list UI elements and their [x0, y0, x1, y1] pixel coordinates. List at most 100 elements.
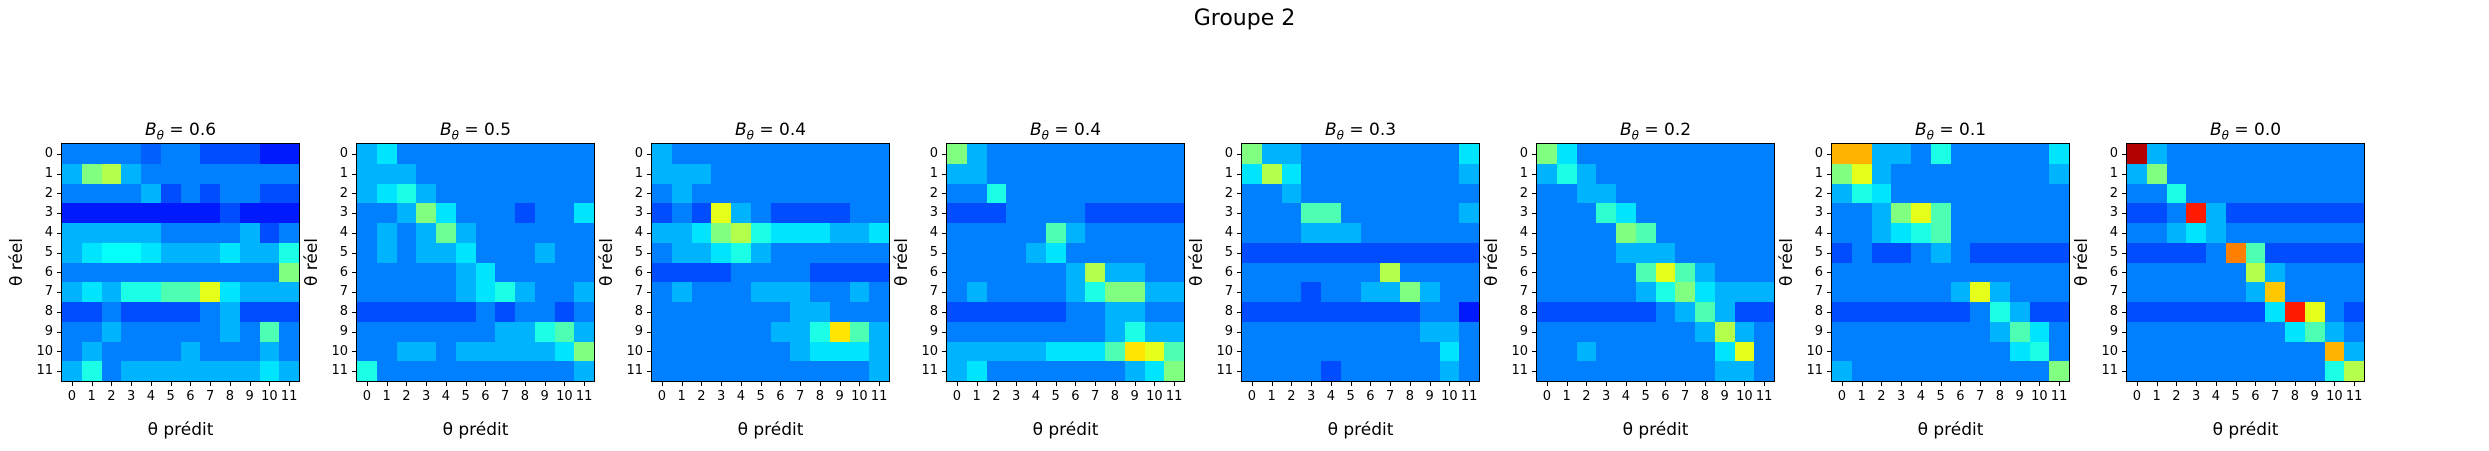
y-tick-label: 4: [1507, 223, 1537, 243]
heatmap-cell: [1655, 163, 1676, 184]
heatmap-cell: [2127, 242, 2147, 263]
x-tick-label: 7: [495, 381, 515, 404]
heatmap-cell: [849, 144, 870, 164]
heatmap-cell: [1714, 223, 1735, 243]
y-tick-label: 3: [1507, 203, 1537, 223]
y-tick-label: 2: [32, 184, 62, 204]
heatmap-cell: [1261, 302, 1282, 322]
y-tick-label: 5: [327, 243, 357, 263]
heatmap-cell: [1695, 144, 1715, 164]
heatmap-cell: [2029, 163, 2050, 184]
heatmap-cell: [2324, 321, 2345, 342]
heatmap-cell: [1321, 341, 1341, 362]
heatmap-cell: [1085, 163, 1105, 184]
heatmap-cell: [2285, 223, 2305, 243]
heatmap-cell: [1006, 223, 1026, 243]
heatmap-cell: [1616, 262, 1636, 283]
heatmap-cell: [2186, 223, 2206, 243]
heatmap-cell: [947, 302, 967, 322]
heatmap-cell: [2009, 203, 2030, 223]
y-tick-labels: 0 1 2 3 4 5 6 7 8 9 10 11: [1212, 144, 1242, 381]
heatmap-cell: [2049, 223, 2069, 243]
heatmap-cell: [1026, 163, 1046, 184]
heatmap-cell: [1734, 341, 1755, 362]
heatmap-cell: [1655, 183, 1676, 204]
heatmap-cell: [1576, 262, 1597, 283]
heatmap-cell: [1164, 282, 1184, 302]
heatmap-cell: [2127, 262, 2147, 283]
heatmap-cell: [2186, 183, 2206, 204]
heatmap-cell: [671, 183, 692, 204]
x-tick-label: 4: [1321, 381, 1341, 404]
y-tick-label: 9: [622, 322, 652, 342]
heatmap-cell: [1950, 183, 1971, 204]
heatmap-cell: [1281, 144, 1302, 164]
x-tick-label: 8: [515, 381, 535, 404]
heatmap-cell: [652, 282, 672, 302]
heatmap-cell: [1556, 361, 1577, 381]
heatmap-cell: [2285, 242, 2305, 263]
heatmap-cell: [1714, 242, 1735, 263]
heatmap-cell: [357, 341, 377, 362]
heatmap-cell: [160, 321, 181, 342]
heatmap-cell: [1065, 144, 1086, 164]
heatmap-cell: [986, 242, 1007, 263]
panel-title: Bθ = 0.1: [1914, 120, 1987, 143]
heatmap-cell: [436, 341, 456, 362]
heatmap-cell: [1616, 203, 1636, 223]
heatmap-cell: [1045, 302, 1066, 322]
x-tick-label: 6: [771, 381, 791, 404]
heatmap-cell: [829, 163, 850, 184]
heatmap-cell: [947, 361, 967, 381]
y-tick-label: 2: [1802, 184, 1832, 204]
heatmap-cell: [1695, 262, 1715, 283]
heatmap-cell: [1930, 321, 1951, 342]
y-tick-label: 1: [622, 164, 652, 184]
heatmap-cell: [1026, 262, 1046, 283]
heatmap-cell: [1556, 302, 1577, 322]
heatmap-cell: [731, 341, 751, 362]
heatmap-cell: [947, 144, 967, 164]
heatmap-cell: [966, 223, 987, 243]
heatmap-cell: [1537, 282, 1557, 302]
x-tick-label: 3: [2186, 381, 2206, 404]
heatmap-cell: [2285, 163, 2305, 184]
x-tick-label: 10: [1440, 381, 1460, 404]
heatmap-cell: [1045, 262, 1066, 283]
heatmap-cell: [2166, 321, 2187, 342]
heatmap-cell: [2304, 144, 2325, 164]
heatmap-cell: [1851, 321, 1872, 342]
heatmap-cell: [947, 341, 967, 362]
heatmap-cell: [279, 282, 299, 302]
heatmap-cell: [652, 242, 672, 263]
heatmap-cell: [1714, 183, 1735, 204]
heatmap-cell: [534, 361, 555, 381]
heatmap-cell: [534, 341, 555, 362]
heatmap-cell: [711, 321, 731, 342]
heatmap-cell: [200, 262, 220, 283]
heatmap-cell: [966, 341, 987, 362]
heatmap-cell: [1911, 341, 1931, 362]
heatmap-cell: [1085, 223, 1105, 243]
heatmap-cell: [1261, 163, 1282, 184]
heatmap-cell: [1065, 302, 1086, 322]
heatmap-cell: [259, 144, 280, 164]
heatmap-cell: [691, 361, 712, 381]
heatmap-cell: [1281, 282, 1302, 302]
heatmap-cell: [1970, 321, 1990, 342]
heatmap-cell: [1261, 321, 1282, 342]
heatmap-cell: [1832, 361, 1852, 381]
heatmap-cell: [357, 203, 377, 223]
heatmap-cell: [101, 242, 122, 263]
heatmap-cell: [2186, 262, 2206, 283]
heatmap-cell: [1635, 321, 1656, 342]
heatmap-cell: [396, 262, 417, 283]
heatmap-cell: [495, 144, 515, 164]
heatmap-cell: [2245, 321, 2266, 342]
heatmap-cell: [2009, 183, 2030, 204]
x-tick-label: 11: [869, 381, 889, 404]
heatmap-cell: [1714, 361, 1735, 381]
heatmap-cell: [1006, 321, 1026, 342]
heatmap-cell: [259, 302, 280, 322]
y-tick-label: 1: [1802, 164, 1832, 184]
